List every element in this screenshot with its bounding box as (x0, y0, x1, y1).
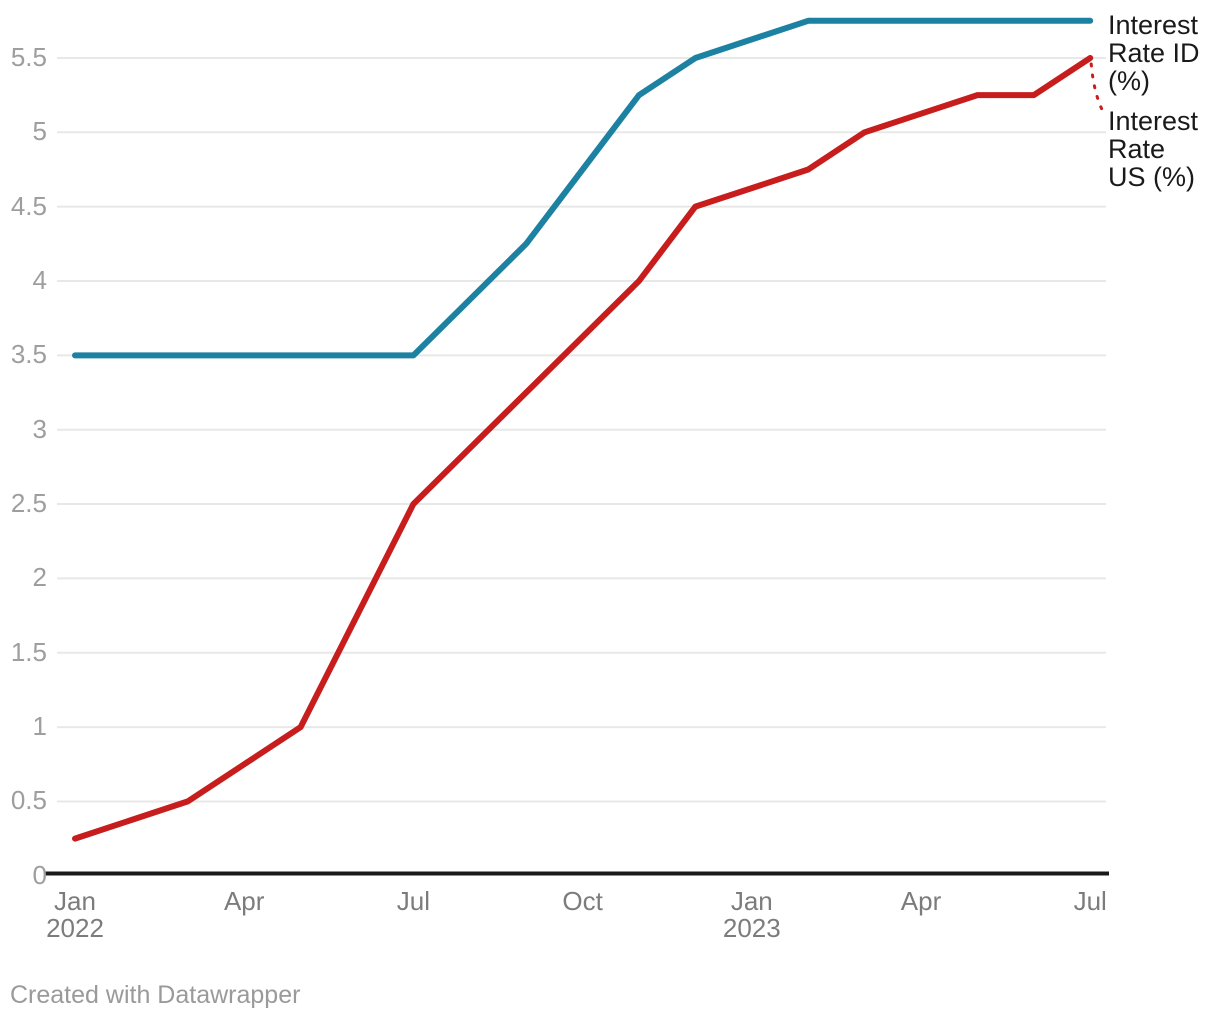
series-label-line: Interest (1108, 106, 1199, 136)
x-tick-month: Jul (396, 886, 431, 916)
series-label-line: US (%) (1108, 162, 1195, 192)
series-label-line: Rate ID (1108, 38, 1200, 68)
series-label-line: (%) (1108, 66, 1150, 96)
y-tick-label-4.5: 4.5 (10, 190, 47, 221)
line-series-us (72, 55, 1094, 842)
x-tick-month: Apr (223, 886, 265, 916)
x-tick-year: 2023 (722, 913, 781, 943)
datawrapper-credit-link[interactable]: Created with Datawrapper (10, 981, 301, 1009)
us-label-connector-dotted-line (1089, 62, 1104, 112)
x-tick-label-Oct: Oct (562, 888, 602, 915)
series-label-line: Rate (1108, 134, 1166, 164)
y-tick-label-5.5: 5.5 (10, 41, 47, 72)
y-tick-label-2: 2 (32, 562, 47, 593)
x-tick-label-Apr: Apr (224, 888, 264, 915)
y-tick-label-1.5: 1.5 (10, 636, 47, 667)
y-tick-label-3.5: 3.5 (10, 339, 47, 370)
x-tick-month: Oct (562, 886, 603, 916)
y-tick-label-3: 3 (32, 413, 47, 444)
y-tick-label-2.5: 2.5 (10, 487, 47, 518)
x-tick-month: Jan (54, 886, 96, 916)
x-tick-month: Apr (900, 886, 942, 916)
y-tick-label-4: 4 (32, 264, 47, 295)
y-tick-label-1: 1 (32, 710, 47, 741)
series-label-line: Interest (1108, 10, 1199, 40)
y-tick-label-0.5: 0.5 (10, 785, 47, 816)
x-tick-label-Apr: Apr (901, 888, 941, 915)
series-label-interest-rate-us: Interest Rate US (%) (1108, 107, 1220, 191)
line-series-id (72, 17, 1094, 359)
x-tick-label-Jul: Jul (1074, 888, 1107, 915)
y-tick-label-0: 0 (32, 859, 47, 890)
x-tick-month: Jul (1073, 886, 1107, 916)
x-tick-month: Jan (730, 886, 773, 916)
y-tick-label-5: 5 (32, 116, 47, 147)
series-label-interest-rate-id: Interest Rate ID (%) (1108, 11, 1220, 95)
x-tick-year: 2022 (46, 913, 104, 943)
x-tick-label-Jan-2022: Jan 2022 (46, 888, 104, 942)
x-tick-label-Jul: Jul (397, 888, 430, 915)
x-tick-label-Jan-2023: Jan 2023 (723, 888, 781, 942)
